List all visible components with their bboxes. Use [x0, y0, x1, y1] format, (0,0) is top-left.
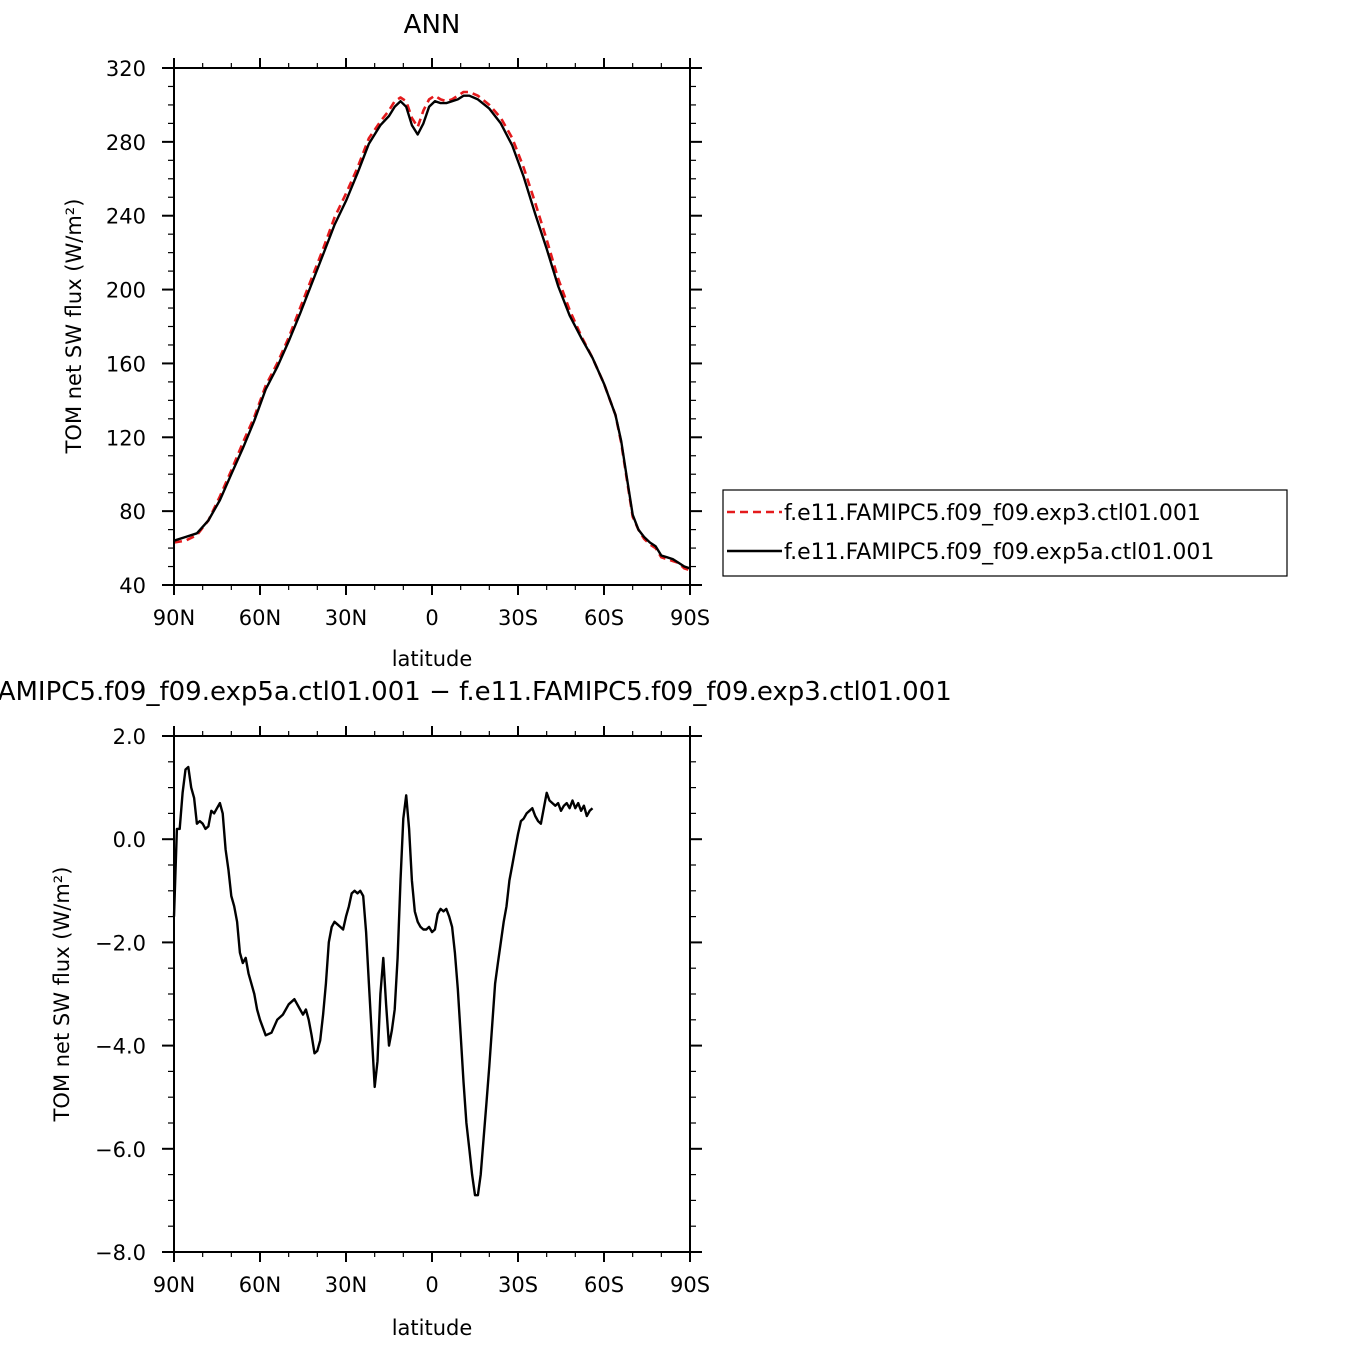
- bottom-plot-frame: [173, 735, 691, 1253]
- top-y-tick-label: 80: [119, 500, 146, 524]
- bottom-y-tick-label: 0.0: [113, 828, 146, 852]
- top-x-tick-label: 30S: [498, 606, 538, 630]
- top-panel-title: ANN: [404, 10, 461, 40]
- top-y-tick-label: 240: [106, 205, 146, 229]
- top-x-tick-label: 0: [425, 606, 438, 630]
- legend-box: [722, 489, 1288, 577]
- bottom-x-tick-label: 90N: [153, 1273, 195, 1297]
- top-y-tick-label: 320: [106, 57, 146, 81]
- legend: f.e11.FAMIPC5.f09_f09.exp3.ctl01.001 f.e…: [722, 489, 1288, 577]
- bottom-x-tick-label: 0: [425, 1273, 438, 1297]
- bottom-y-tick-label: −8.0: [95, 1241, 146, 1265]
- legend-label-exp5a: f.e11.FAMIPC5.f09_f09.exp5a.ctl01.001: [784, 540, 1214, 565]
- bottom-x-axis-label: latitude: [392, 1316, 473, 1340]
- bottom-x-tick-label: 60S: [584, 1273, 624, 1297]
- bottom-panel: f.e11.FAMIPC5.f09_f09.exp5a.ctl01.001 − …: [0, 677, 952, 1340]
- bottom-y-tick-label: −4.0: [95, 1035, 146, 1059]
- top-y-axis-label: TOM net SW flux (W/m²): [62, 199, 86, 455]
- top-y-tick-label: 120: [106, 426, 146, 450]
- bottom-y-tick-label: 2.0: [113, 725, 146, 749]
- top-x-axis-label: latitude: [392, 647, 473, 671]
- top-x-tick-label: 30N: [325, 606, 367, 630]
- bottom-series-line-0: [172, 765, 594, 1197]
- top-y-tick-label: 40: [119, 574, 146, 598]
- top-y-tick-label: 160: [106, 352, 146, 376]
- top-plot-frame: [173, 67, 691, 586]
- top-y-tick-label: 280: [106, 131, 146, 155]
- bottom-x-tick-label: 30N: [325, 1273, 367, 1297]
- top-series-line-1: [173, 94, 691, 570]
- bottom-x-tick-label: 30S: [498, 1273, 538, 1297]
- bottom-y-axis-label: TOM net SW flux (W/m²): [50, 867, 74, 1123]
- bottom-x-tick-label: 60N: [239, 1273, 281, 1297]
- top-x-tick-label: 60N: [239, 606, 281, 630]
- legend-label-exp3: f.e11.FAMIPC5.f09_f09.exp3.ctl01.001: [784, 501, 1201, 526]
- top-x-tick-label: 60S: [584, 606, 624, 630]
- top-y-tick-label: 200: [106, 279, 146, 303]
- top-x-tick-label: 90N: [153, 606, 195, 630]
- top-x-tick-label: 90S: [670, 606, 710, 630]
- top-panel: ANN 90N 60N 30N 0 30S 60S 90S 40 80 120 160 200 240…: [62, 10, 1288, 671]
- bottom-y-tick-label: −6.0: [95, 1138, 146, 1162]
- bottom-y-tick-label: −2.0: [95, 931, 146, 955]
- top-series-line-0: [173, 90, 691, 572]
- bottom-panel-title: f.e11.FAMIPC5.f09_f09.exp5a.ctl01.001 − …: [0, 677, 952, 707]
- bottom-x-tick-label: 90S: [670, 1273, 710, 1297]
